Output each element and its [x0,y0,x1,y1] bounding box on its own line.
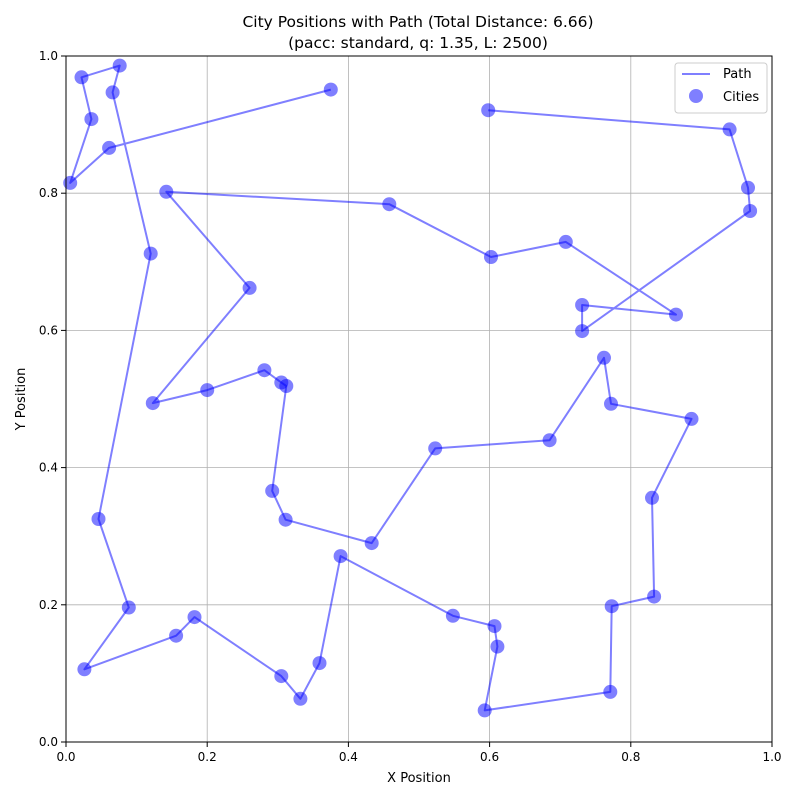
city-point [278,512,293,527]
city-point [542,433,557,448]
legend-path-label: Path [723,67,752,82]
city-point [323,82,338,97]
city-point [84,112,99,127]
x-axis-label: X Position [387,771,451,786]
city-point [722,122,737,137]
city-point [743,204,758,218]
city-point [333,549,348,564]
city-point [187,610,202,625]
city-point [575,298,590,312]
city-point [647,589,662,604]
city-point [145,396,160,411]
x-tick-label: 0.6 [480,750,499,764]
city-point [200,383,215,398]
city-point [265,483,280,498]
y-tick-label: 0.6 [39,323,58,337]
x-tick-label: 0.8 [621,750,640,764]
city-point [279,379,294,393]
city-point [257,363,272,378]
city-point [102,140,117,155]
city-point [597,350,611,365]
x-tick-label: 0.2 [198,750,217,764]
chart-title-line-1: City Positions with Path (Total Distance… [242,13,593,31]
city-point [274,669,289,684]
city-point [477,703,492,718]
city-point [112,58,127,73]
y-tick-label: 1.0 [39,49,58,63]
path-line [69,64,752,712]
city-point [684,411,699,426]
city-point [669,307,683,322]
city-point [481,103,496,118]
city-point [603,684,618,699]
city-point [484,250,498,264]
city-point [487,619,502,634]
y-tick-label: 0.8 [39,186,58,200]
city-point [143,246,158,261]
legend-cities-label: Cities [723,90,759,105]
cities-series [63,58,758,718]
city-point [364,536,379,551]
city-point [604,599,619,614]
x-tick-label: 0.4 [339,750,358,764]
city-point [63,175,78,190]
city-point [382,197,397,212]
city-point [77,662,92,677]
city-point [293,691,308,706]
city-point [242,280,257,295]
city-point [74,70,89,85]
grid [65,55,773,743]
x-tick-label: 1.0 [762,750,781,764]
city-point [558,234,573,249]
city-point [604,396,618,411]
city-point [312,656,327,671]
x-tick-label: 0.0 [56,750,75,764]
city-point [445,608,460,623]
city-point [121,600,136,615]
city-point [741,180,755,195]
y-tick-label: 0.0 [39,735,58,749]
y-tick-label: 0.4 [39,461,58,475]
x-axis-ticks: 0.0 0.2 0.4 0.6 0.8 1.0 [56,742,782,764]
legend: Path Cities [674,62,768,114]
y-axis-ticks: 0.0 0.2 0.4 0.6 0.8 1.0 [39,49,66,749]
y-axis-label: Y Position [14,368,29,432]
city-point [575,324,590,339]
y-tick-label: 0.2 [39,598,58,612]
city-point [490,639,505,654]
legend-cities-swatch [689,89,703,103]
plot-area-frame [65,55,773,743]
path-series [69,64,752,712]
city-point [91,512,106,526]
legend-box [674,62,768,114]
city-point [159,184,174,199]
city-point [428,441,443,456]
city-point [645,490,659,505]
chart-title-line-2: (pacc: standard, q: 1.35, L: 2500) [288,34,548,52]
city-point [105,85,120,100]
city-point [169,628,184,643]
